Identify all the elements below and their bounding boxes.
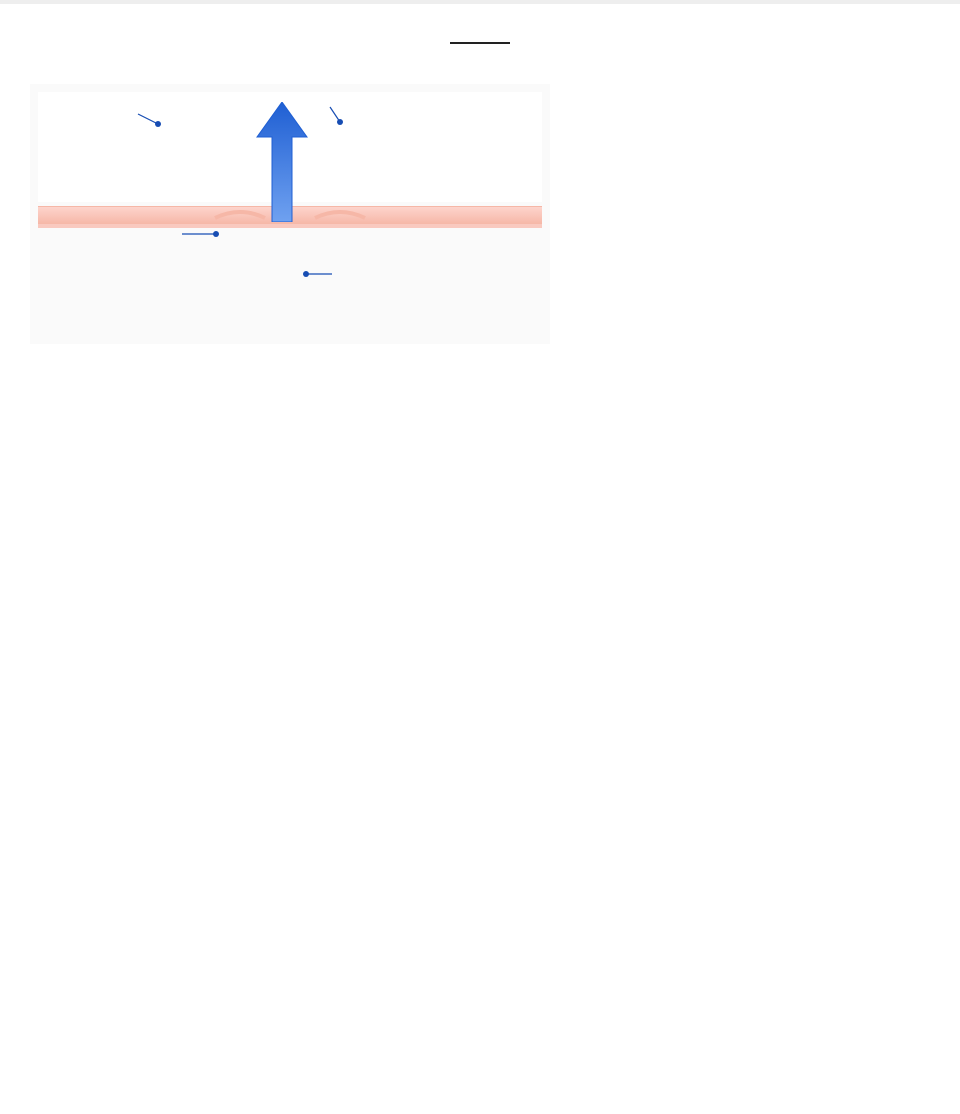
callout-connectors [30,84,550,344]
title-underline [450,42,510,44]
repair-effect-chart [60,394,930,894]
skin-diagram [30,84,550,344]
